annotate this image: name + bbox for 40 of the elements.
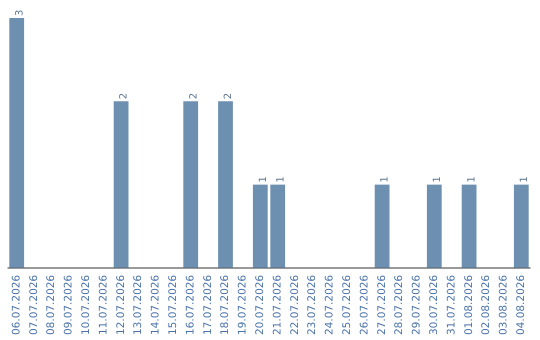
x-tick-label: 20.07.2026: [254, 274, 266, 336]
x-tick-label: 28.07.2026: [393, 274, 406, 336]
x-tick-label: 27.07.2026: [376, 274, 388, 336]
x-tick-label: 22.07.2026: [288, 274, 301, 336]
x-tick-label: 16.07.2026: [184, 274, 196, 336]
x-tick-label: 11.07.2026: [97, 274, 110, 336]
data-label: 2: [118, 92, 130, 100]
x-tick-label: 01.08.2026: [462, 274, 475, 336]
x-tick-label: 30.07.2026: [428, 274, 440, 336]
data-label: 1: [518, 176, 530, 183]
data-label: 1: [275, 176, 286, 183]
x-tick-label: 15.07.2026: [167, 274, 180, 336]
x-tick-label: 13.07.2026: [132, 274, 144, 336]
x-tick-label: 09.07.2026: [62, 274, 75, 336]
x-tick-label: 19.07.2026: [236, 274, 249, 336]
x-tick-label: 24.07.2026: [324, 274, 336, 336]
data-label: 1: [258, 176, 269, 183]
x-tick-label: 06.07.2026: [10, 274, 22, 336]
x-tick-label: 17.07.2026: [202, 274, 214, 336]
data-label: 1: [380, 176, 391, 183]
data-label: 1: [466, 176, 478, 183]
x-tick-label: 18.07.2026: [219, 274, 232, 336]
x-tick-label: 04.08.2026: [515, 274, 528, 336]
x-tick-label: 26.07.2026: [358, 274, 370, 336]
x-tick-label: 21.07.2026: [271, 274, 284, 336]
x-tick-label: 31.07.2026: [445, 274, 458, 336]
x-tick-label: 02.08.2026: [480, 274, 492, 336]
x-tick-label: 23.07.2026: [306, 274, 318, 336]
x-tick-label: 12.07.2026: [114, 274, 127, 336]
x-tick-label: 29.07.2026: [410, 274, 423, 336]
data-label: 1: [432, 176, 443, 183]
data-label: 2: [188, 92, 200, 100]
data-label: 2: [223, 92, 234, 100]
x-tick-label: 08.07.2026: [45, 274, 58, 336]
x-tick-label: 07.07.2026: [28, 274, 40, 336]
x-tick-label: 03.08.2026: [498, 274, 510, 336]
data-label: 3: [14, 10, 26, 16]
x-tick-label: 14.07.2026: [150, 274, 162, 336]
x-tick-label: 10.07.2026: [80, 274, 92, 336]
x-tick-label: 25.07.2026: [341, 274, 354, 336]
